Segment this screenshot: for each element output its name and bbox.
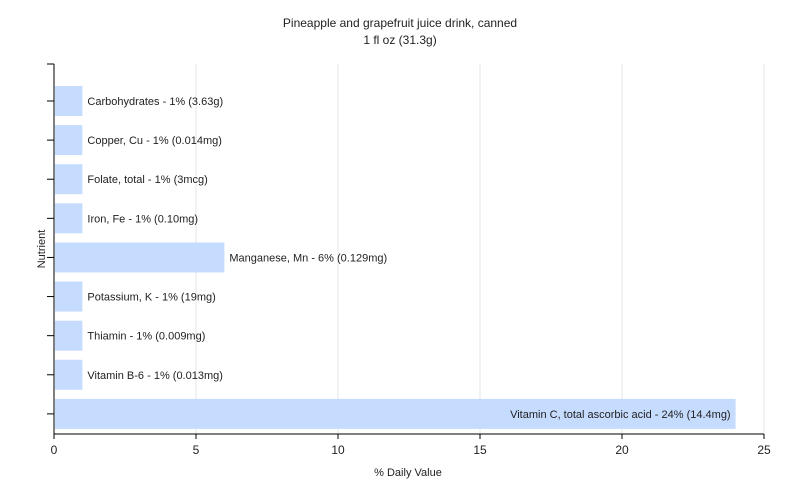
bars: Carbohydrates - 1% (3.63g) Copper, Cu - 1… — [55, 86, 736, 429]
bar-label: Iron, Fe - 1% (0.10mg) — [87, 213, 198, 225]
y-axis-label: Nutrient — [36, 230, 48, 269]
bar — [55, 203, 83, 234]
x-tick-label: 25 — [757, 443, 771, 457]
bar-label: Vitamin B-6 - 1% (0.013mg) — [87, 370, 223, 382]
grid-lines — [195, 64, 765, 434]
chart-subtitle: 1 fl oz (31.3g) — [363, 33, 436, 47]
bar-label: Manganese, Mn - 6% (0.129mg) — [229, 252, 387, 264]
x-tick-label: 10 — [331, 443, 345, 457]
bar — [55, 281, 83, 312]
bar — [55, 86, 83, 116]
bar-label: Carbohydrates - 1% (3.63g) — [87, 96, 223, 108]
bar-label: Folate, total - 1% (3mcg) — [87, 174, 207, 186]
bar — [55, 398, 736, 429]
bar-label: Potassium, K - 1% (19mg) — [87, 292, 215, 304]
bar — [55, 359, 83, 390]
x-tick-label: 5 — [193, 443, 200, 457]
chart-title: Pineapple and grapefruit juice drink, ca… — [283, 16, 517, 30]
bar — [55, 242, 225, 273]
x-axis-label: % Daily Value — [374, 467, 442, 479]
bar — [55, 164, 83, 195]
axes: 0 5 10 15 20 25 — [47, 63, 771, 457]
bar-label: Copper, Cu - 1% (0.014mg) — [87, 135, 222, 147]
bar — [55, 125, 83, 156]
bar-label: Thiamin - 1% (0.009mg) — [87, 331, 205, 343]
x-tick-label: 20 — [615, 443, 629, 457]
x-tick-label: 15 — [473, 443, 487, 457]
x-tick-label: 0 — [51, 443, 58, 457]
bar — [55, 320, 83, 351]
bar-label: Vitamin C, total ascorbic acid - 24% (14… — [510, 409, 731, 421]
